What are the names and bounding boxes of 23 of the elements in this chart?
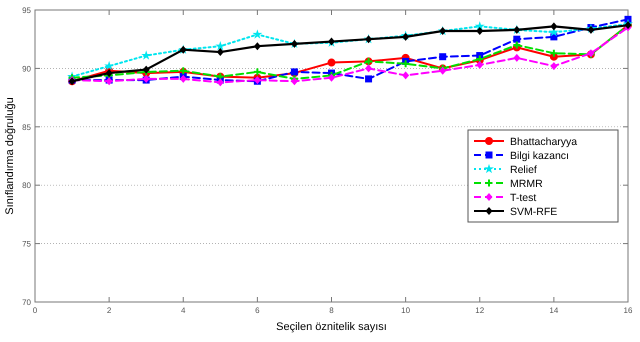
x-tick-label: 6 bbox=[255, 306, 260, 315]
y-tick-label: 70 bbox=[22, 298, 32, 307]
y-axis-title: Sınıflandırma doğruluğu bbox=[4, 97, 16, 215]
y-tick-label: 95 bbox=[22, 6, 32, 15]
y-tick-label: 80 bbox=[22, 181, 32, 190]
legend-label: SVM-RFE bbox=[510, 206, 558, 218]
y-tick-label: 75 bbox=[22, 240, 32, 249]
legend-label: Bhattacharyya bbox=[510, 136, 578, 148]
x-tick-label: 0 bbox=[32, 306, 38, 315]
x-axis-title: Seçilen öznitelik sayısı bbox=[276, 321, 387, 333]
x-tick-label: 2 bbox=[106, 306, 112, 315]
x-tick-label: 10 bbox=[401, 306, 411, 315]
x-tick-label: 8 bbox=[329, 306, 334, 315]
legend-label: T-test bbox=[510, 192, 536, 204]
y-tick-label: 90 bbox=[22, 64, 32, 74]
x-tick-label: 16 bbox=[624, 306, 633, 315]
legend-label: Relief bbox=[510, 164, 537, 176]
x-tick-label: 4 bbox=[181, 306, 186, 315]
legend-label: Bilgi kazancı bbox=[510, 150, 569, 162]
y-tick-label: 85 bbox=[22, 122, 32, 132]
x-tick-label: 12 bbox=[475, 306, 485, 315]
x-tick-label: 14 bbox=[549, 306, 559, 315]
legend-label: MRMR bbox=[510, 178, 544, 190]
